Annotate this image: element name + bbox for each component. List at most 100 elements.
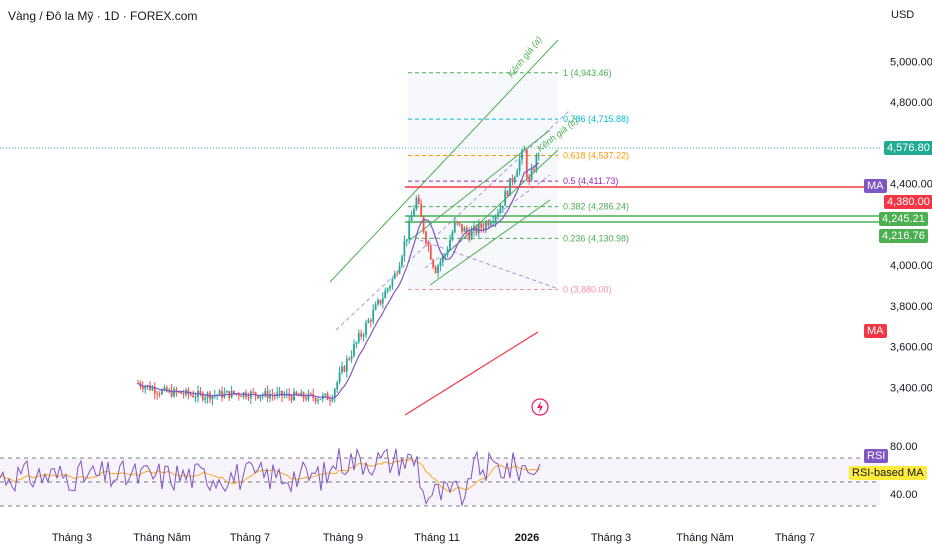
- candle-body[interactable]: [180, 391, 183, 394]
- candle-body[interactable]: [499, 208, 502, 214]
- ma-line[interactable]: [137, 162, 540, 400]
- candle-body[interactable]: [201, 393, 204, 400]
- candle-body[interactable]: [254, 392, 257, 396]
- candle-body[interactable]: [312, 394, 315, 399]
- candle-body[interactable]: [276, 392, 279, 396]
- candle-body[interactable]: [177, 391, 180, 393]
- forecast-trendline[interactable]: [404, 331, 539, 416]
- candle-body[interactable]: [343, 366, 346, 372]
- candle-body[interactable]: [158, 393, 161, 395]
- candle-body[interactable]: [513, 176, 516, 182]
- candle-body[interactable]: [537, 154, 540, 156]
- horizontal-levels[interactable]: [405, 186, 880, 223]
- candle-body[interactable]: [521, 150, 523, 160]
- candle-body[interactable]: [204, 397, 207, 400]
- candle-body[interactable]: [317, 399, 319, 402]
- candle-body[interactable]: [417, 197, 420, 204]
- candle-body[interactable]: [233, 390, 235, 394]
- candle-body[interactable]: [420, 203, 423, 217]
- candle-body[interactable]: [293, 391, 295, 401]
- candle-body[interactable]: [408, 220, 411, 240]
- candle-body[interactable]: [182, 393, 185, 395]
- candle-body[interactable]: [156, 393, 159, 395]
- candle-body[interactable]: [379, 299, 382, 304]
- candle-body[interactable]: [211, 395, 214, 400]
- candle-body[interactable]: [386, 288, 389, 291]
- candle-body[interactable]: [422, 216, 425, 232]
- candle-body[interactable]: [237, 393, 240, 396]
- candle-body[interactable]: [319, 398, 322, 400]
- candle-body[interactable]: [403, 241, 406, 257]
- candle-body[interactable]: [528, 177, 531, 181]
- candle-body[interactable]: [252, 391, 255, 393]
- candle-body[interactable]: [161, 389, 163, 395]
- candle-body[interactable]: [341, 366, 343, 373]
- candle-body[interactable]: [357, 333, 360, 343]
- candle-body[interactable]: [173, 389, 175, 397]
- candle-body[interactable]: [175, 389, 178, 393]
- candle-body[interactable]: [362, 334, 365, 337]
- candle-body[interactable]: [221, 390, 223, 398]
- candle-body[interactable]: [504, 191, 507, 206]
- candle-body[interactable]: [427, 243, 430, 246]
- candle-body[interactable]: [240, 395, 243, 397]
- candle-body[interactable]: [369, 320, 372, 322]
- candle-body[interactable]: [533, 169, 535, 171]
- candle-body[interactable]: [278, 390, 281, 393]
- candle-body[interactable]: [405, 239, 408, 242]
- candle-body[interactable]: [377, 299, 379, 305]
- candle-body[interactable]: [449, 240, 451, 250]
- candle-body[interactable]: [516, 171, 519, 177]
- candle-body[interactable]: [425, 231, 427, 244]
- candle-body[interactable]: [247, 397, 250, 399]
- candle-body[interactable]: [446, 249, 449, 255]
- candle-body[interactable]: [331, 398, 334, 401]
- candle-body[interactable]: [535, 155, 538, 171]
- candle-body[interactable]: [415, 197, 418, 209]
- candle-body[interactable]: [141, 386, 144, 389]
- projection-down[interactable]: [419, 239, 557, 289]
- candle-body[interactable]: [144, 386, 147, 389]
- candle-body[interactable]: [338, 372, 341, 383]
- candle-body[interactable]: [413, 208, 415, 217]
- candle-body[interactable]: [501, 205, 504, 209]
- candle-body[interactable]: [482, 227, 485, 230]
- candle-body[interactable]: [283, 395, 286, 397]
- fibonacci-retracement[interactable]: 1 (4,943.46) 0.786 (4,715.88) 0.618 (4,537…: [408, 68, 629, 295]
- candle-body[interactable]: [163, 387, 166, 390]
- candle-body[interactable]: [437, 265, 439, 273]
- candle-body[interactable]: [350, 355, 353, 360]
- currency-label[interactable]: USD: [891, 9, 915, 21]
- candle-body[interactable]: [242, 392, 245, 397]
- candle-body[interactable]: [453, 221, 456, 233]
- candle-body[interactable]: [367, 320, 370, 323]
- candle-body[interactable]: [189, 394, 192, 396]
- candle-body[interactable]: [441, 255, 444, 262]
- candle-body[interactable]: [485, 222, 487, 230]
- candle-body[interactable]: [199, 390, 202, 394]
- candle-body[interactable]: [398, 265, 401, 274]
- candle-body[interactable]: [300, 392, 303, 397]
- candle-body[interactable]: [396, 273, 399, 275]
- candle-body[interactable]: [345, 358, 348, 372]
- candle-body[interactable]: [355, 342, 358, 344]
- candle-body[interactable]: [165, 387, 168, 392]
- candle-body[interactable]: [149, 385, 151, 391]
- candle-body[interactable]: [523, 149, 526, 151]
- candle-body[interactable]: [530, 169, 533, 181]
- candle-body[interactable]: [333, 389, 336, 399]
- candle-body[interactable]: [497, 213, 499, 216]
- candle-body[interactable]: [218, 390, 221, 395]
- candle-body[interactable]: [151, 387, 154, 391]
- price-axis[interactable]: 5,000.00 4,800.00 4,400.00 4,000.00 3,800.00…: [890, 56, 932, 394]
- lightning-icon[interactable]: [531, 398, 549, 416]
- candle-body[interactable]: [324, 393, 327, 396]
- candle-body[interactable]: [329, 399, 331, 401]
- channel-b-lower[interactable]: [429, 199, 551, 286]
- candle-body[interactable]: [480, 223, 483, 228]
- candle-body[interactable]: [360, 333, 363, 337]
- candle-body[interactable]: [259, 396, 262, 399]
- candle-body[interactable]: [192, 394, 195, 398]
- candle-body[interactable]: [451, 232, 454, 241]
- candle-body[interactable]: [489, 222, 492, 226]
